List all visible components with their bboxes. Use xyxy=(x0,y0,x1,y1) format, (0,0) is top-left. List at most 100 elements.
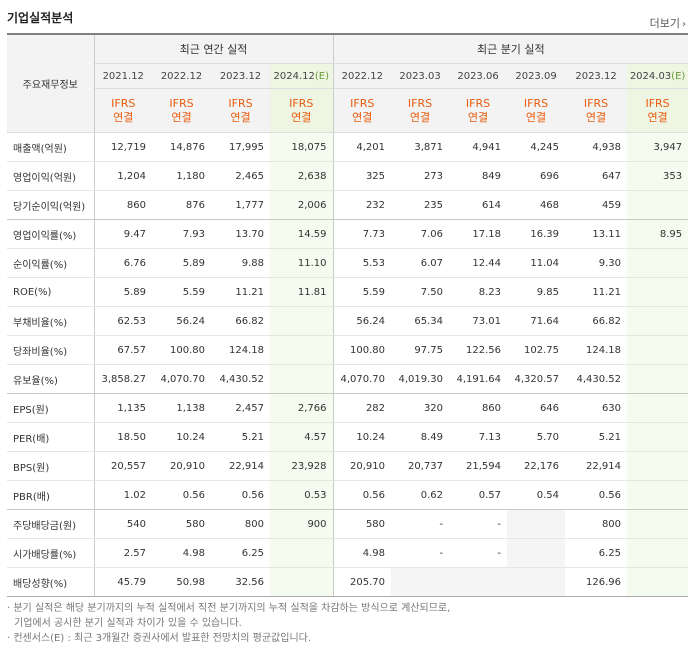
table-row: 배당성향(%) 45.79 50.98 32.56 205.70 126.96 xyxy=(7,567,689,597)
table-cell: 22,914 xyxy=(565,451,628,481)
table-cell: 66.82 xyxy=(565,306,628,336)
table-cell: 2,006 xyxy=(270,190,334,220)
table-cell xyxy=(270,538,334,568)
table-cell: 8.23 xyxy=(449,277,508,307)
consolidated-label: 연결 xyxy=(647,110,668,124)
quarter-group-header: 최근 분기 실적 xyxy=(332,33,689,64)
row-label: 매출액(억원) xyxy=(7,132,95,162)
accounting-header: IFRS 연결 xyxy=(391,88,450,133)
table-cell: 45.79 xyxy=(94,567,152,597)
table-cell: 0.57 xyxy=(449,480,508,510)
period-label: 2023.12 xyxy=(219,70,262,82)
table-cell: 12.44 xyxy=(449,248,508,278)
row-label: 시가배당률(%) xyxy=(7,538,95,568)
table-cell xyxy=(270,364,334,394)
table-cell: 4,191.64 xyxy=(449,364,508,394)
table-cell xyxy=(627,480,689,510)
table-cell: 126.96 xyxy=(565,567,628,597)
table-cell: 7.13 xyxy=(449,422,508,452)
row-label: ROE(%) xyxy=(7,277,95,307)
consolidated-label: 연결 xyxy=(171,110,192,124)
table-cell: 4,019.30 xyxy=(391,364,450,394)
table-cell: 468 xyxy=(507,190,566,220)
period-label: 2022.12 xyxy=(341,70,383,82)
table-cell: 71.64 xyxy=(507,306,566,336)
table-cell xyxy=(507,509,566,539)
table-cell: 3,947 xyxy=(627,132,689,162)
row-label: 영업이익률(%) xyxy=(7,219,95,249)
financial-table: 주요재무정보 최근 연간 실적 최근 분기 실적 2021.12 2022.12 2023… xyxy=(7,33,689,597)
estimate-mark: (E) xyxy=(671,70,686,82)
row-label: 당좌비율(%) xyxy=(7,335,95,365)
table-cell: 4,938 xyxy=(565,132,628,162)
table-cell: 459 xyxy=(565,190,628,220)
table-cell xyxy=(627,364,689,394)
table-cell: 14,876 xyxy=(152,132,211,162)
table-cell: - xyxy=(449,538,508,568)
table-cell xyxy=(270,306,334,336)
table-header: 주요재무정보 최근 연간 실적 최근 분기 실적 2021.12 2022.12 2023… xyxy=(7,33,689,133)
table-cell: 325 xyxy=(332,161,392,191)
table-cell: 2,766 xyxy=(270,393,334,423)
table-cell: 4,320.57 xyxy=(507,364,566,394)
table-cell: 17,995 xyxy=(211,132,270,162)
row-label: 당기순이익(억원) xyxy=(7,190,95,220)
table-cell: 1,180 xyxy=(152,161,211,191)
table-cell xyxy=(507,567,566,597)
table-cell: 2,465 xyxy=(211,161,270,191)
table-row: 영업이익(억원) 1,204 1,180 2,465 2,638 325 273 849 696… xyxy=(7,161,689,191)
table-row: 유보율(%) 3,858.27 4,070.70 4,430.52 4,070.70 4,… xyxy=(7,364,689,394)
period-label: 2023.09 xyxy=(515,70,557,82)
table-cell: 102.75 xyxy=(507,335,566,365)
table-row: 매출액(억원) 12,719 14,876 17,995 18,075 4,201 3,87… xyxy=(7,132,689,162)
ifrs-label: IFRS xyxy=(583,96,609,110)
consolidated-label: 연결 xyxy=(585,110,607,124)
period-label: 2022.12 xyxy=(160,70,203,82)
table-cell: 11.21 xyxy=(211,277,270,307)
table-cell: 9.85 xyxy=(507,277,566,307)
table-cell: 6.25 xyxy=(565,538,628,568)
table-row: 순이익률(%) 6.76 5.89 9.88 11.10 5.53 6.07 12.44 11.… xyxy=(7,248,689,278)
accounting-header: IFRS 연결 xyxy=(449,88,508,133)
table-cell: 6.76 xyxy=(94,248,152,278)
table-cell xyxy=(627,509,689,539)
accounting-header: IFRS 연결 xyxy=(152,88,211,133)
table-cell: 7.73 xyxy=(332,219,392,249)
table-cell: 580 xyxy=(152,509,211,539)
period-header: 2023.09 xyxy=(507,63,566,89)
footnote-1: · 분기 실적은 해당 분기까지의 누적 실적에서 직전 분기까지의 누적 실적… xyxy=(7,603,451,614)
table-cell: 20,737 xyxy=(391,451,450,481)
table-row: BPS(원) 20,557 20,910 22,914 23,928 20,910 20,7… xyxy=(7,451,689,481)
row-label: PER(배) xyxy=(7,422,95,452)
table-cell: 122.56 xyxy=(449,335,508,365)
table-cell: 16.39 xyxy=(507,219,566,249)
table-cell: 17.18 xyxy=(449,219,508,249)
table-row: PBR(배) 1.02 0.56 0.56 0.53 0.56 0.62 0.57 0.54 0.… xyxy=(7,480,689,510)
table-cell: 20,910 xyxy=(332,451,392,481)
table-cell: 67.57 xyxy=(94,335,152,365)
table-cell: 50.98 xyxy=(152,567,211,597)
table-cell: 12,719 xyxy=(94,132,152,162)
table-cell: 630 xyxy=(565,393,628,423)
ifrs-label: IFRS xyxy=(645,96,670,110)
period-label: 2024.03 xyxy=(629,70,672,82)
row-label: 주당배당금(원) xyxy=(7,509,95,539)
period-header: 2023.12 xyxy=(565,63,628,89)
row-label: 부채비율(%) xyxy=(7,306,95,336)
table-cell: 540 xyxy=(94,509,152,539)
table-cell: 3,858.27 xyxy=(94,364,152,394)
more-link[interactable]: 더보기 › xyxy=(650,15,686,31)
table-cell: 4,430.52 xyxy=(211,364,270,394)
consolidated-label: 연결 xyxy=(230,110,251,124)
table-cell xyxy=(627,422,689,452)
table-cell: 4.98 xyxy=(332,538,392,568)
table-cell: 124.18 xyxy=(211,335,270,365)
table-cell xyxy=(627,451,689,481)
more-label: 더보기 xyxy=(649,17,680,30)
consolidated-label: 연결 xyxy=(525,110,547,124)
table-cell: 646 xyxy=(507,393,566,423)
annual-group-header: 최근 연간 실적 xyxy=(94,33,334,64)
table-cell: 0.56 xyxy=(152,480,211,510)
table-cell: 18.50 xyxy=(94,422,152,452)
ifrs-label: IFRS xyxy=(228,96,253,110)
